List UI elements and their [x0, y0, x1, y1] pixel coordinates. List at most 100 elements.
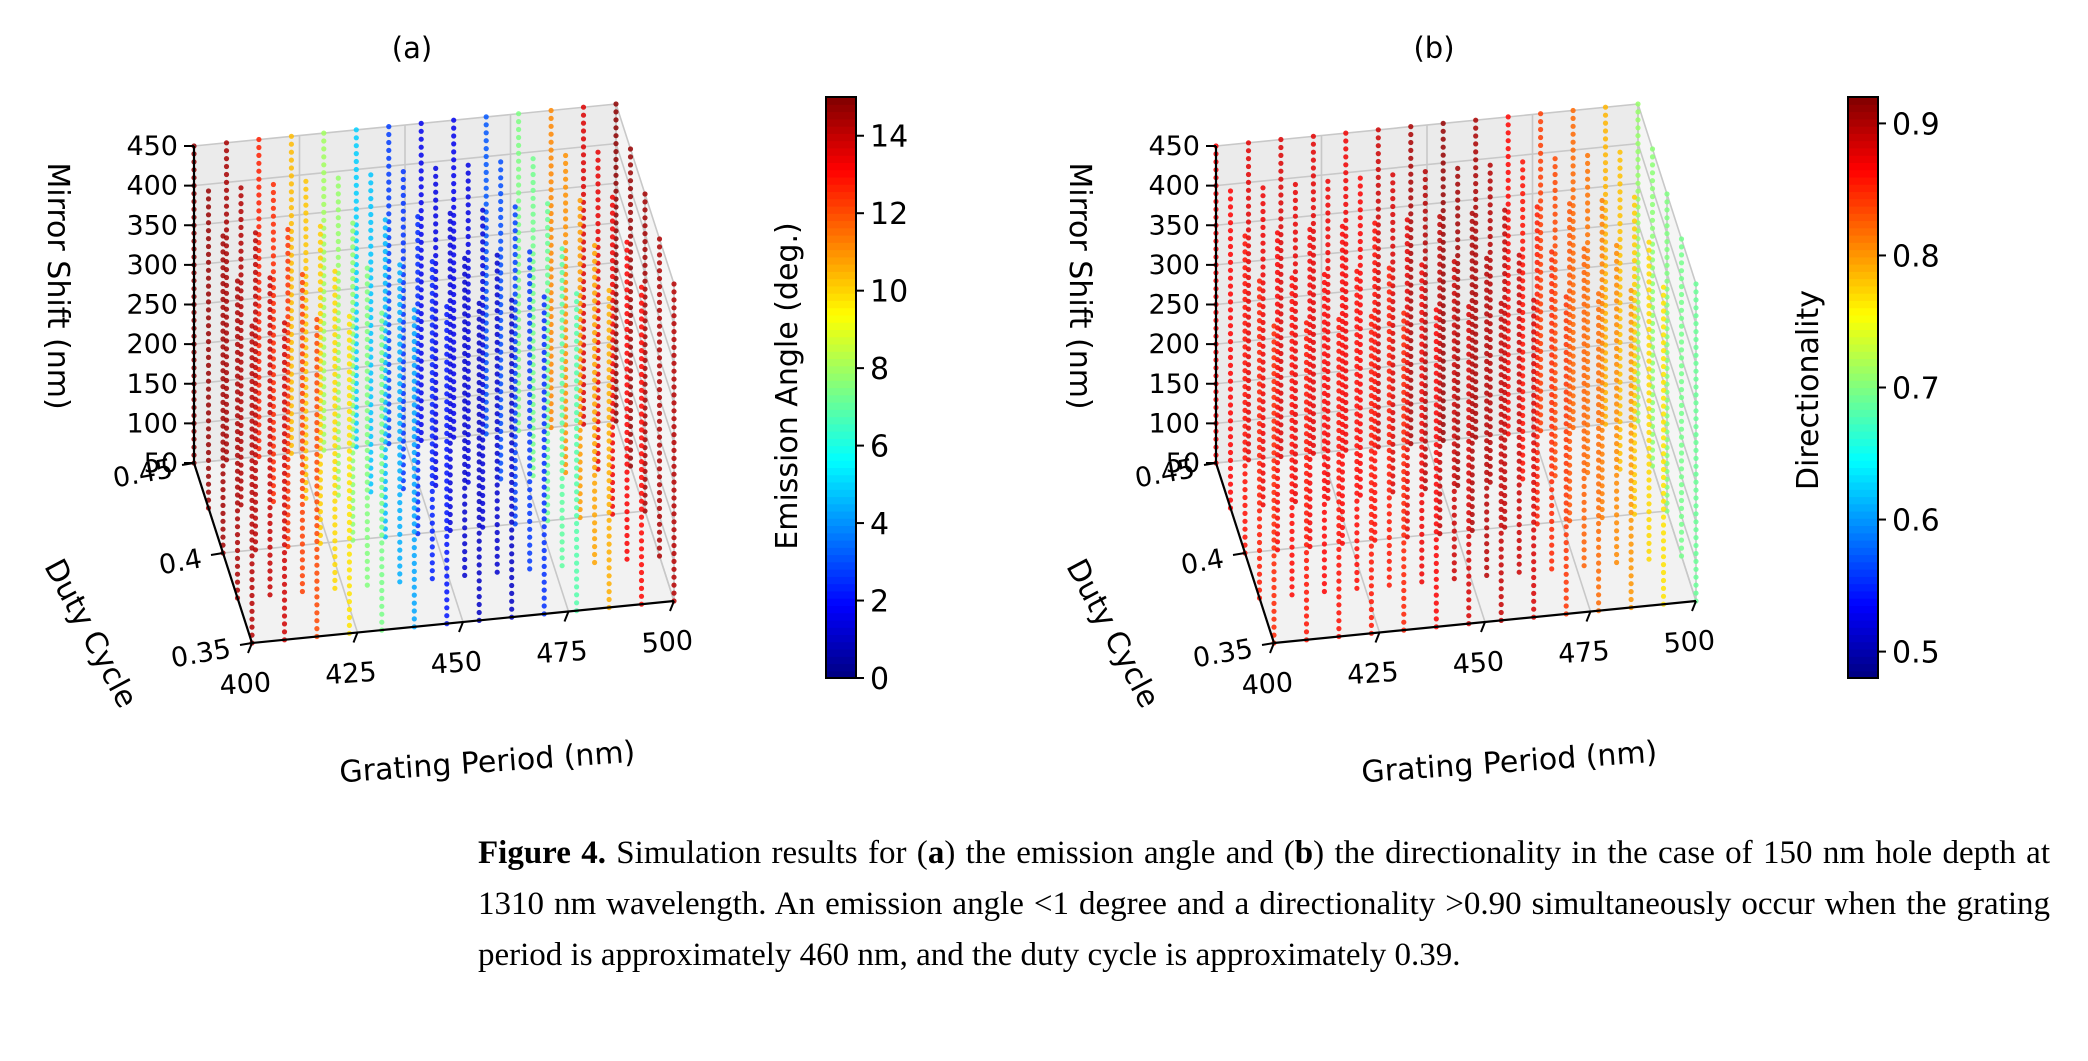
scatter-point — [314, 388, 320, 394]
scatter-point — [483, 114, 489, 120]
scatter-point — [299, 588, 305, 595]
scatter-point — [238, 240, 244, 246]
scatter-point — [1321, 295, 1327, 301]
scatter-point — [411, 410, 417, 416]
scatter-point — [364, 360, 370, 366]
scatter-point — [314, 435, 320, 441]
scatter-point — [1570, 171, 1576, 177]
scatter-point — [563, 176, 569, 182]
scatter-point — [1372, 283, 1378, 290]
scatter-point — [223, 140, 230, 146]
scatter-point — [1552, 195, 1558, 201]
scatter-point — [527, 336, 533, 342]
colorbar-segment — [826, 380, 856, 389]
scatter-point — [220, 399, 226, 405]
scatter-point — [1354, 284, 1360, 290]
scatter-point — [606, 509, 612, 515]
scatter-point — [267, 378, 273, 384]
scatter-point — [299, 557, 305, 563]
scatter-point — [465, 170, 471, 176]
scatter-point — [606, 398, 612, 404]
colorbar-tick-label: 8 — [870, 352, 889, 387]
colorbar-tick-label: 12 — [870, 197, 908, 232]
scatter-point — [1343, 154, 1349, 160]
scatter-point — [1289, 584, 1295, 590]
scatter-point — [249, 553, 255, 559]
x-tick — [247, 642, 253, 654]
scatter-point — [1631, 258, 1638, 264]
scatter-point — [1242, 534, 1248, 540]
scatter-point — [494, 514, 500, 520]
scatter-point — [1469, 282, 1475, 288]
scatter-point — [509, 590, 515, 597]
scatter-point — [592, 353, 598, 359]
scatter-point — [638, 348, 645, 354]
scatter-point — [397, 381, 403, 387]
scatter-point — [332, 300, 338, 306]
scatter-point — [281, 462, 288, 468]
scatter-point — [1538, 174, 1544, 180]
scatter-point — [379, 373, 385, 380]
colorbar-segment — [826, 322, 856, 330]
scatter-point — [527, 399, 533, 406]
scatter-point — [418, 120, 424, 126]
scatter-point — [656, 268, 663, 274]
colorbar-segment — [826, 169, 856, 178]
scatter-point — [397, 555, 403, 561]
scatter-point — [234, 492, 241, 498]
colorbar-segment — [826, 503, 856, 512]
scatter-point — [1386, 455, 1392, 461]
scatter-point — [563, 152, 569, 159]
scatter-point — [364, 265, 370, 271]
scatter-point — [1664, 207, 1670, 213]
scatter-point — [1256, 460, 1263, 466]
scatter-point — [397, 341, 403, 347]
scatter-point — [530, 211, 536, 217]
x-tick-label: 425 — [324, 657, 378, 692]
scatter-point — [429, 488, 435, 494]
scatter-point — [1534, 291, 1540, 297]
scatter-point — [444, 502, 450, 508]
scatter-point — [1422, 256, 1428, 262]
scatter-point — [483, 177, 489, 183]
scatter-point — [1321, 398, 1327, 404]
scatter-point — [1289, 291, 1295, 297]
scatter-point — [656, 291, 663, 298]
scatter-point — [1289, 306, 1295, 313]
scatter-point — [346, 393, 352, 399]
scatter-point — [527, 542, 533, 548]
scatter-point — [530, 195, 536, 201]
scatter-point — [234, 318, 241, 324]
scatter-point — [234, 381, 241, 387]
scatter-point — [1567, 288, 1573, 294]
scatter-point — [1354, 292, 1360, 298]
scatter-point — [1455, 205, 1461, 211]
scatter-point — [252, 301, 259, 307]
scatter-point — [671, 527, 677, 533]
scatter-point — [1440, 120, 1446, 126]
scatter-point — [480, 223, 486, 229]
scatter-point — [205, 275, 212, 281]
scatter-point — [1520, 246, 1526, 252]
scatter-point — [671, 535, 677, 541]
scatter-point — [1534, 275, 1540, 281]
scatter-point — [563, 208, 569, 214]
scatter-point — [411, 386, 417, 392]
scatter-point — [299, 533, 305, 539]
scatter-point — [483, 138, 489, 144]
scatter-point — [1289, 425, 1295, 431]
scatter-point — [527, 502, 533, 509]
scatter-point — [1386, 479, 1392, 485]
scatter-point — [1289, 275, 1295, 281]
scatter-point — [545, 256, 551, 262]
scatter-point — [494, 411, 500, 417]
scatter-point — [1386, 487, 1392, 493]
scatter-point — [444, 422, 450, 429]
scatter-point — [541, 500, 547, 506]
scatter-point — [397, 507, 403, 514]
scatter-point — [332, 403, 338, 409]
scatter-point — [1260, 248, 1266, 254]
scatter-point — [386, 171, 392, 177]
scatter-point — [1325, 258, 1331, 264]
scatter-point — [1617, 189, 1623, 195]
